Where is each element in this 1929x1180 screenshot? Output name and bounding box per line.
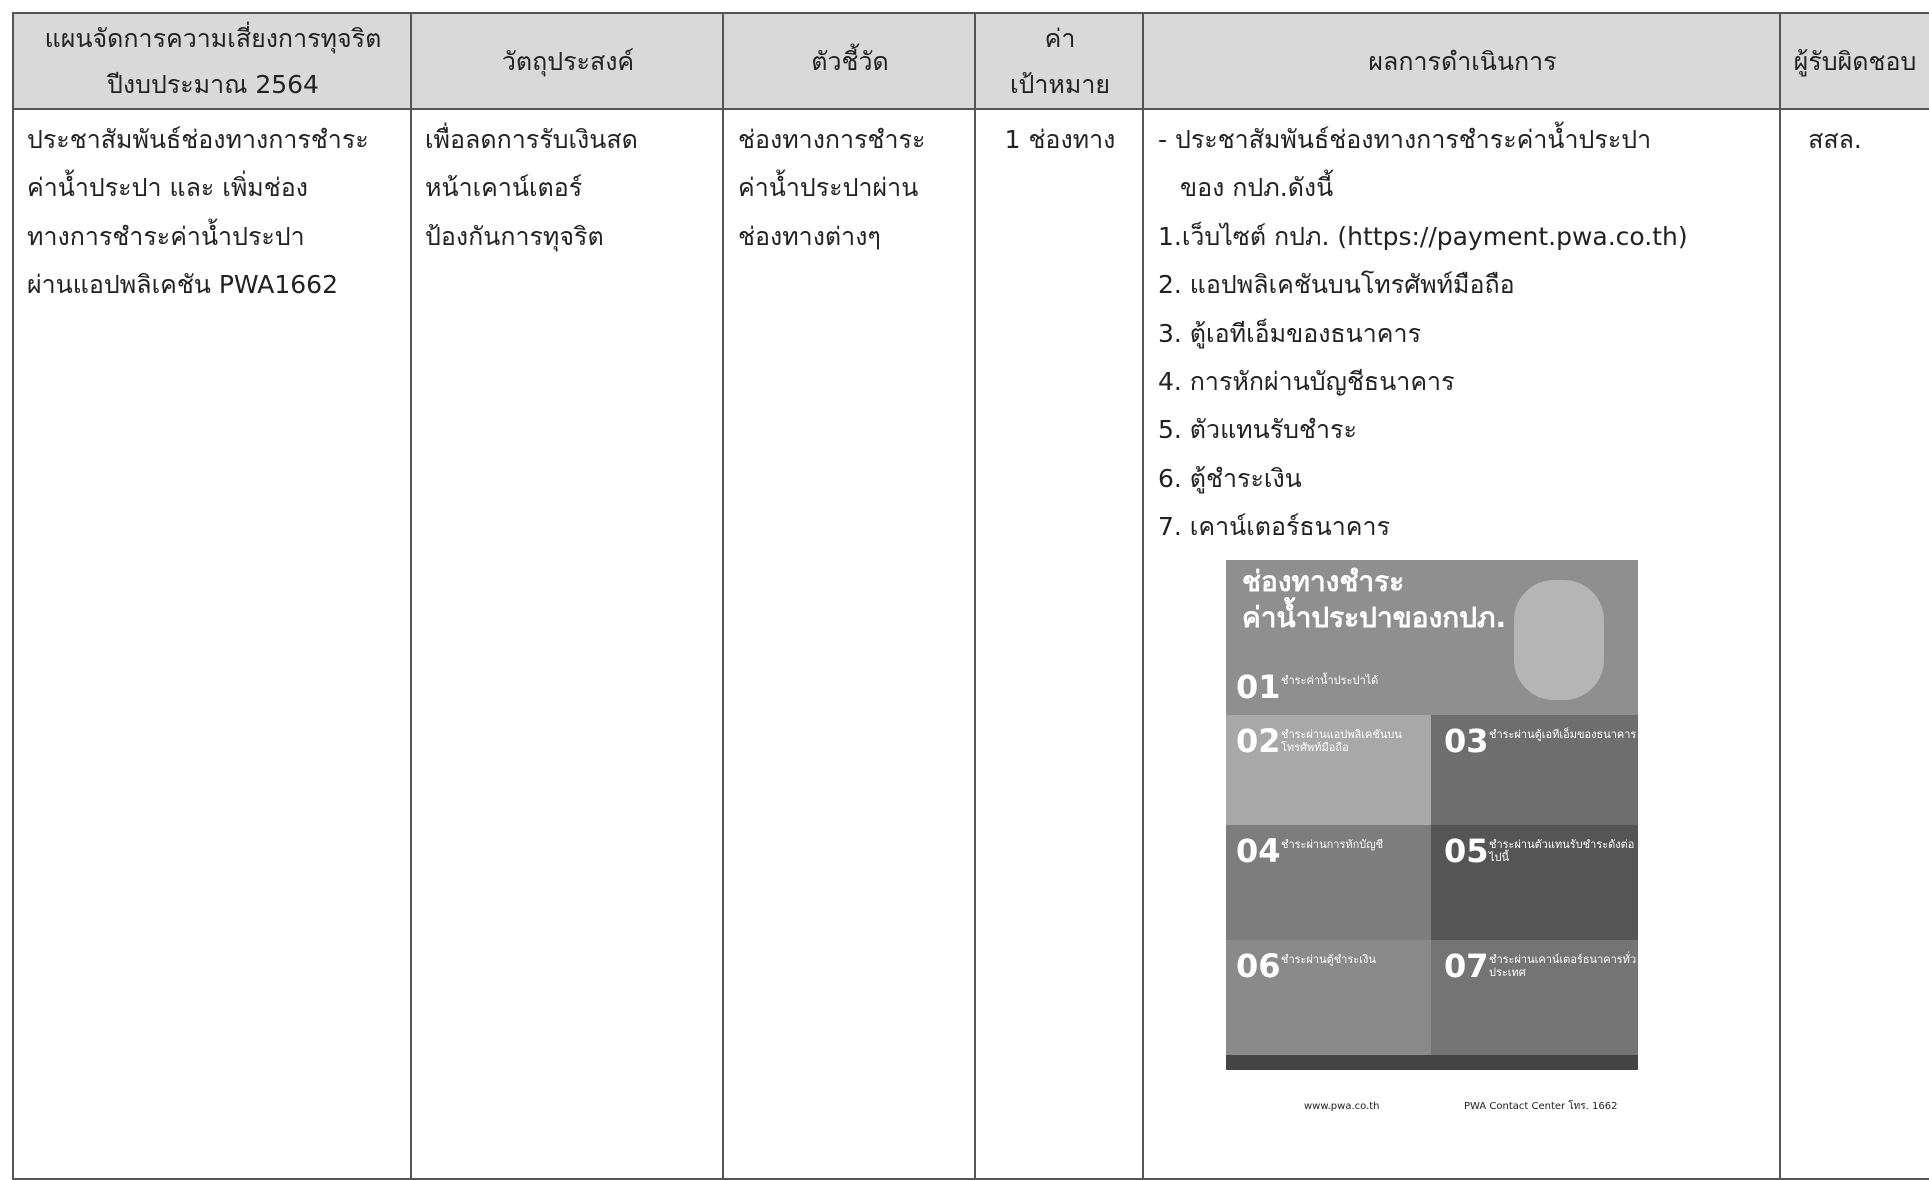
cell-text: 7. เคาน์เตอร์ธนาคาร xyxy=(1158,512,1390,542)
header-text: ค่า xyxy=(1044,24,1076,53)
header-text: ผู้รับผิดชอบ xyxy=(1793,47,1917,76)
cell-text: 3. ตู้เอทีเอ็มของธนาคาร xyxy=(1158,318,1422,348)
cell-text: 5. ตัวแทนรับชำระ xyxy=(1158,415,1357,445)
poster-panel xyxy=(1226,940,1431,1055)
poster-mascot xyxy=(1514,580,1604,700)
cell-text: 1.เว็บไซต์ กปภ. (https://payment.pwa.co.… xyxy=(1158,221,1688,251)
poster-number: 02 xyxy=(1236,722,1281,760)
poster-label: ชำระผ่านการหักบัญชี xyxy=(1281,838,1384,851)
poster-label: ชำระผ่านเคาน์เตอร์ธนาคารทั่วประเทศ xyxy=(1489,953,1637,979)
header-cell: ตัวชี้วัด xyxy=(722,12,976,110)
cell-text: ป้องกันการทุจริต xyxy=(425,221,604,251)
poster-panel xyxy=(1226,825,1431,940)
body-cell: 1 ช่องทาง xyxy=(974,108,1144,1180)
cell-text: ค่าน้ำประปา และ เพิ่มช่อง xyxy=(27,173,308,203)
cell-text: ช่องทางการชำระ xyxy=(738,125,926,154)
cell-text: 1 ช่องทาง xyxy=(1004,125,1116,154)
poster: ช่องทางชำระ ค่าน้ำประปาของกปภ. www.pwa.c… xyxy=(1224,560,1640,1138)
poster-label: ชำระผ่านตัวแทนรับชำระดังต่อไปนี้ xyxy=(1489,838,1635,864)
poster-label: ชำระค่าน้ำประปาได้ xyxy=(1281,674,1379,687)
poster-number: 06 xyxy=(1236,947,1281,985)
cell-text: 4. การหักผ่านบัญชีธนาคาร xyxy=(1158,367,1455,396)
cell-text: 6. ตู้ชำระเงิน xyxy=(1158,463,1302,493)
cell-text: ช่องทางต่างๆ xyxy=(738,221,881,251)
cell-text: เพื่อลดการรับเงินสด xyxy=(425,125,638,154)
poster-number: 05 xyxy=(1444,832,1489,870)
header-cell: ผู้รับผิดชอบ xyxy=(1779,12,1929,110)
body-cell: ประชาสัมพันธ์ช่องทางการชำระค่าน้ำประปา แ… xyxy=(12,108,412,1180)
poster-panel xyxy=(1226,715,1431,825)
header-text: วัตถุประสงค์ xyxy=(501,47,635,76)
cell-text: - ประชาสัมพันธ์ช่องทางการชำระค่าน้ำประปา xyxy=(1158,125,1652,154)
cell-text: ผ่านแอปพลิเคชัน PWA1662 xyxy=(27,270,338,300)
poster-footer: www.pwa.co.th xyxy=(1304,1101,1380,1112)
header-cell: แผนจัดการความเสี่ยงการทุจริตปีงบประมาณ 2… xyxy=(12,12,412,110)
poster-label: ชำระผ่านแอปพลิเคชันบนโทรศัพท์มือถือ xyxy=(1281,728,1402,754)
body-cell: สสล. xyxy=(1779,108,1929,1180)
poster-label: ชำระผ่านตู้เอทีเอ็มของธนาคาร xyxy=(1489,728,1637,741)
poster-number: 04 xyxy=(1236,832,1281,870)
poster-panel xyxy=(1431,825,1638,940)
poster-number: 01 xyxy=(1236,668,1281,706)
poster-label: ชำระผ่านตู้ชำระเงิน xyxy=(1281,953,1376,966)
body-cell: เพื่อลดการรับเงินสดหน้าเคาน์เตอร์ป้องกัน… xyxy=(410,108,724,1180)
cell-text: หน้าเคาน์เตอร์ xyxy=(425,173,583,203)
poster-strip xyxy=(1226,1055,1638,1070)
poster-title: ค่าน้ำประปาของกปภ. xyxy=(1242,601,1507,634)
poster-footer: PWA Contact Center โทร. 1662 xyxy=(1464,1101,1618,1112)
poster-panel xyxy=(1431,715,1638,825)
cell-text: ประชาสัมพันธ์ช่องทางการชำระ xyxy=(27,125,369,154)
cell-text: ค่าน้ำประปาผ่าน xyxy=(738,173,919,203)
cell-text: ของ กปภ.ดังนี้ xyxy=(1180,173,1334,203)
cell-text: ทางการชำระค่าน้ำประปา xyxy=(27,221,305,251)
cell-text: 2. แอปพลิเคชันบนโทรศัพท์มือถือ xyxy=(1158,270,1515,300)
poster-number: 07 xyxy=(1444,947,1489,985)
cell-text: สสล. xyxy=(1808,125,1862,154)
poster-panel xyxy=(1431,940,1638,1055)
poster-number: 03 xyxy=(1444,722,1489,760)
body-cell: - ประชาสัมพันธ์ช่องทางการชำระค่าน้ำประปา… xyxy=(1142,108,1781,1180)
header-cell: ผลการดำเนินการ xyxy=(1142,12,1781,110)
header-cell: วัตถุประสงค์ xyxy=(410,12,724,110)
header-text: ผลการดำเนินการ xyxy=(1368,47,1557,76)
header-text: แผนจัดการความเสี่ยงการทุจริต xyxy=(44,24,382,53)
header-text: เป้าหมาย xyxy=(1009,70,1111,99)
header-text: ตัวชี้วัด xyxy=(811,47,889,76)
body-cell: ช่องทางการชำระค่าน้ำประปาผ่านช่องทางต่าง… xyxy=(722,108,976,1180)
header-text: ปีงบประมาณ 2564 xyxy=(107,70,319,99)
header-cell: ค่าเป้าหมาย xyxy=(974,12,1144,110)
poster-title: ช่องทางชำระ xyxy=(1242,565,1405,598)
